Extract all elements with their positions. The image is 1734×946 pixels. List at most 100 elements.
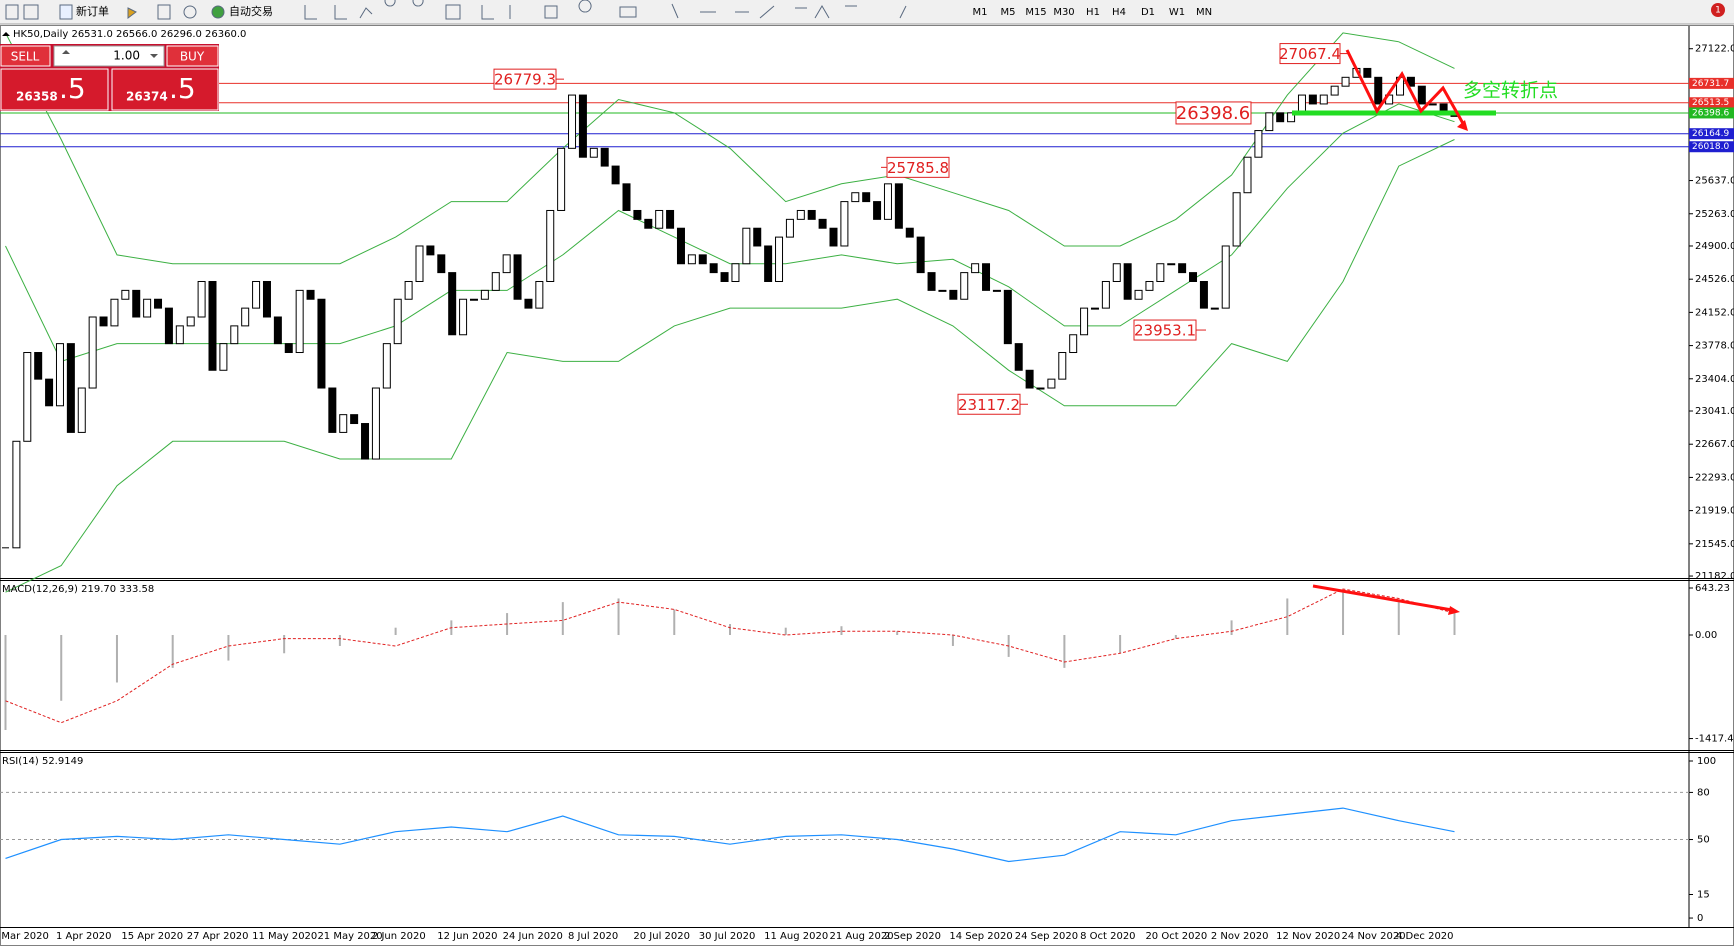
candle xyxy=(622,183,631,211)
candle xyxy=(709,263,718,274)
timeframe-button[interactable]: H4 xyxy=(1112,7,1126,18)
candle xyxy=(1265,112,1274,132)
divergence-arrow xyxy=(1312,584,1453,612)
icon[interactable] xyxy=(59,4,73,20)
timeframe-button[interactable]: W1 xyxy=(1169,7,1185,18)
plot: 27122.0 25637.0 25263.0 24900.0 24526.0 24152… xyxy=(0,32,1734,942)
x-tick-label: 30 Jul 2020 xyxy=(699,931,756,942)
lots-input[interactable] xyxy=(53,45,165,67)
candle xyxy=(284,343,293,354)
timeframe-button[interactable]: MN xyxy=(1196,7,1212,18)
candle xyxy=(361,423,370,460)
candle xyxy=(45,378,54,407)
candle xyxy=(1341,76,1350,87)
timeframe-button[interactable]: M30 xyxy=(1053,7,1074,18)
candle xyxy=(764,245,773,282)
auto-trading-button[interactable]: 自动交易 xyxy=(229,4,273,18)
alert-count[interactable]: 1 xyxy=(1715,6,1721,16)
candle xyxy=(546,209,555,282)
icon[interactable] xyxy=(183,5,197,19)
icon[interactable] xyxy=(5,4,19,20)
candle xyxy=(1319,94,1328,105)
x-tick-label: 15 Apr 2020 xyxy=(121,931,183,942)
timeframe-button[interactable]: M5 xyxy=(1001,7,1016,18)
x-tick-label: 8 Jul 2020 xyxy=(568,931,618,942)
icon[interactable] xyxy=(127,7,137,19)
candle xyxy=(219,343,228,371)
macd-bar xyxy=(896,631,899,635)
x-tick-label: 21 May 2020 xyxy=(317,931,382,942)
y-tick-label: 24152.0 xyxy=(1695,307,1734,318)
candle xyxy=(350,414,359,425)
candle xyxy=(611,165,620,185)
candle xyxy=(753,227,762,247)
ask-main[interactable]: 26374 xyxy=(126,90,168,104)
level-label: 26018.0 xyxy=(1692,142,1729,152)
candle xyxy=(404,280,413,300)
price-label: 27067.4 xyxy=(1279,45,1341,63)
timeframe-button[interactable]: M1 xyxy=(973,7,988,18)
candle xyxy=(666,209,675,229)
candle xyxy=(818,218,827,229)
alert-badge[interactable] xyxy=(1711,3,1725,17)
icon[interactable] xyxy=(304,0,907,20)
candle xyxy=(132,289,141,318)
y-tick-label: 21545.0 xyxy=(1695,539,1734,550)
ask-fraction[interactable]: .5 xyxy=(169,72,196,105)
candle xyxy=(66,343,75,433)
x-tick-label: 20 Mar 2020 xyxy=(0,931,49,942)
price-label-box xyxy=(1133,319,1197,341)
x-tick-label: 20 Oct 2020 xyxy=(1145,931,1207,942)
buy-label[interactable]: BUY xyxy=(180,50,205,64)
candle xyxy=(1156,263,1165,282)
macd-bar xyxy=(4,634,7,730)
bid-box[interactable] xyxy=(0,68,109,111)
candle xyxy=(1014,343,1023,371)
candle xyxy=(295,289,304,354)
candle xyxy=(894,183,903,229)
timeframe-button[interactable]: H1 xyxy=(1086,7,1100,18)
candle xyxy=(34,352,43,380)
candle xyxy=(273,316,282,345)
candle xyxy=(982,263,991,291)
arrow-head xyxy=(1457,120,1468,131)
candle xyxy=(1428,103,1437,106)
ask-box[interactable] xyxy=(111,68,219,111)
x-tick-label: 12 Jun 2020 xyxy=(437,931,497,942)
price-label-box xyxy=(493,68,557,90)
candle xyxy=(578,94,587,158)
sell-button[interactable] xyxy=(0,45,51,67)
icon[interactable] xyxy=(23,4,39,20)
chart-icon xyxy=(2,32,10,36)
rsi-title: RSI(14) 52.9149 xyxy=(2,756,83,767)
icon[interactable] xyxy=(157,4,171,20)
candle xyxy=(317,298,326,389)
candle xyxy=(655,209,664,229)
y-tick-label: 23778.0 xyxy=(1695,341,1734,352)
timeframe-button[interactable]: D1 xyxy=(1141,7,1155,18)
candle xyxy=(164,307,173,345)
candle xyxy=(1308,94,1317,105)
bid-main[interactable]: 26358 xyxy=(16,90,58,104)
bid-fraction[interactable]: .5 xyxy=(59,72,86,105)
sell-label[interactable]: SELL xyxy=(11,50,40,64)
new-order-button[interactable]: 新订单 xyxy=(76,4,109,18)
x-tick-label: 2 Sep 2020 xyxy=(884,931,941,942)
candle xyxy=(796,209,805,220)
candle xyxy=(1417,85,1426,105)
candle xyxy=(1134,289,1143,300)
candle xyxy=(448,272,457,336)
level-tag xyxy=(1689,77,1734,89)
macd-signal xyxy=(5,588,1455,724)
candle xyxy=(676,227,685,265)
candle xyxy=(1112,263,1121,282)
icon[interactable] xyxy=(211,5,225,19)
timeframe-button[interactable]: M15 xyxy=(1025,7,1046,18)
lots-value[interactable]: 1.00 xyxy=(113,49,140,63)
buy-button[interactable] xyxy=(166,45,219,67)
candle xyxy=(121,289,130,300)
macd-bar xyxy=(1286,598,1289,635)
candle xyxy=(633,209,642,220)
y-tick-label: -1417.44 xyxy=(1695,734,1734,745)
